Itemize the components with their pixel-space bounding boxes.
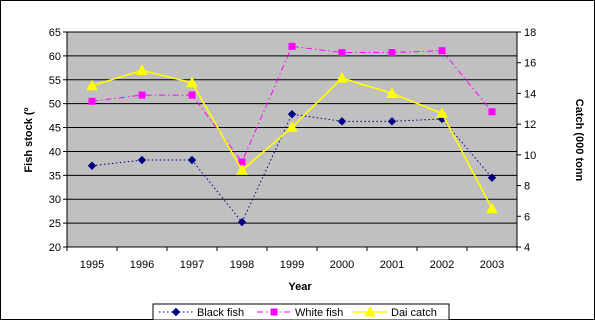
data-point-black-fish [187, 155, 197, 165]
right-tick-label: 10 [524, 150, 536, 162]
data-point-white-fish [88, 97, 96, 105]
left-tick-label: 35 [49, 170, 61, 182]
plot-area [66, 31, 518, 248]
left-tick-label: 45 [49, 123, 61, 135]
x-tick-label: 1995 [80, 259, 104, 271]
right-tick-label: 6 [524, 211, 530, 223]
right-tick-label: 12 [524, 119, 536, 131]
left-tick-label: 65 [49, 27, 61, 39]
legend-marker [364, 305, 376, 317]
data-point-white-fish [138, 91, 146, 99]
data-point-dai-catch [436, 107, 448, 118]
x-tick-label: 2003 [480, 259, 504, 271]
legend-label: White fish [295, 307, 343, 319]
data-point-black-fish [337, 117, 347, 126]
right-tick-label: 18 [524, 27, 536, 39]
x-tick-label: 2002 [430, 259, 454, 271]
data-point-white-fish [438, 47, 446, 55]
x-tick-label: 2000 [330, 259, 354, 271]
data-point-dai-catch [286, 121, 298, 132]
right-tick-label: 14 [524, 88, 536, 100]
legend: Black fish White fish Dai catch [152, 303, 450, 320]
data-point-white-fish [388, 49, 396, 57]
x-tick-label: 1999 [280, 259, 304, 271]
x-tick-label: 1998 [230, 259, 254, 271]
data-point-black-fish [87, 161, 97, 170]
data-point-white-fish [238, 158, 246, 166]
data-point-dai-catch [186, 76, 198, 88]
left-tick-label: 20 [49, 242, 61, 254]
x-axis-ticks: 1995 1996 1997 1998 1999 2000 2001 2002 2003 [66, 247, 518, 271]
data-point-dai-catch [386, 87, 398, 98]
y-axis-label-right: Catch (000 tonn [573, 99, 585, 182]
data-point-white-fish [188, 91, 196, 99]
series-layer [86, 42, 498, 227]
y-axis-label-left: Fish stock (º [23, 107, 35, 172]
series-line-black-fish [91, 113, 493, 224]
series-dai-catch [86, 64, 498, 214]
series-white-fish [88, 42, 496, 166]
x-axis-label: Year [288, 281, 312, 293]
data-point-black-fish [387, 117, 397, 126]
data-point-dai-catch [336, 72, 348, 83]
legend-marker [270, 308, 278, 316]
legend-label: Dai catch [391, 307, 437, 319]
x-tick-label: 1997 [180, 259, 204, 271]
data-point-dai-catch [236, 164, 248, 175]
data-point-dai-catch [136, 64, 148, 75]
x-tick-label: 1996 [130, 259, 154, 271]
left-tick-label: 30 [49, 194, 61, 206]
x-tick-label: 2001 [380, 259, 404, 271]
data-point-dai-catch [86, 79, 98, 91]
data-point-black-fish [137, 155, 147, 165]
right-tick-label: 4 [524, 242, 530, 254]
legend-label: Black fish [197, 307, 244, 319]
data-point-white-fish [488, 108, 496, 116]
data-point-dai-catch [486, 202, 498, 214]
data-point-black-fish [237, 217, 247, 227]
data-point-white-fish [338, 49, 346, 57]
left-axis-ticks: 20 25 30 35 40 45 50 55 60 65 [49, 27, 67, 254]
left-tick-label: 50 [49, 99, 61, 111]
right-tick-label: 16 [524, 58, 536, 70]
left-tick-label: 55 [49, 75, 61, 87]
gridlines [66, 31, 518, 248]
left-tick-label: 60 [49, 51, 61, 63]
data-point-black-fish [287, 109, 297, 119]
right-axis-ticks: 4 6 8 10 12 14 16 18 [517, 27, 536, 254]
left-tick-label: 25 [49, 218, 61, 230]
right-tick-label: 8 [524, 181, 530, 193]
data-point-white-fish [288, 42, 296, 50]
data-point-black-fish [487, 173, 497, 182]
left-tick-label: 40 [49, 146, 61, 158]
legend-marker [171, 307, 181, 317]
